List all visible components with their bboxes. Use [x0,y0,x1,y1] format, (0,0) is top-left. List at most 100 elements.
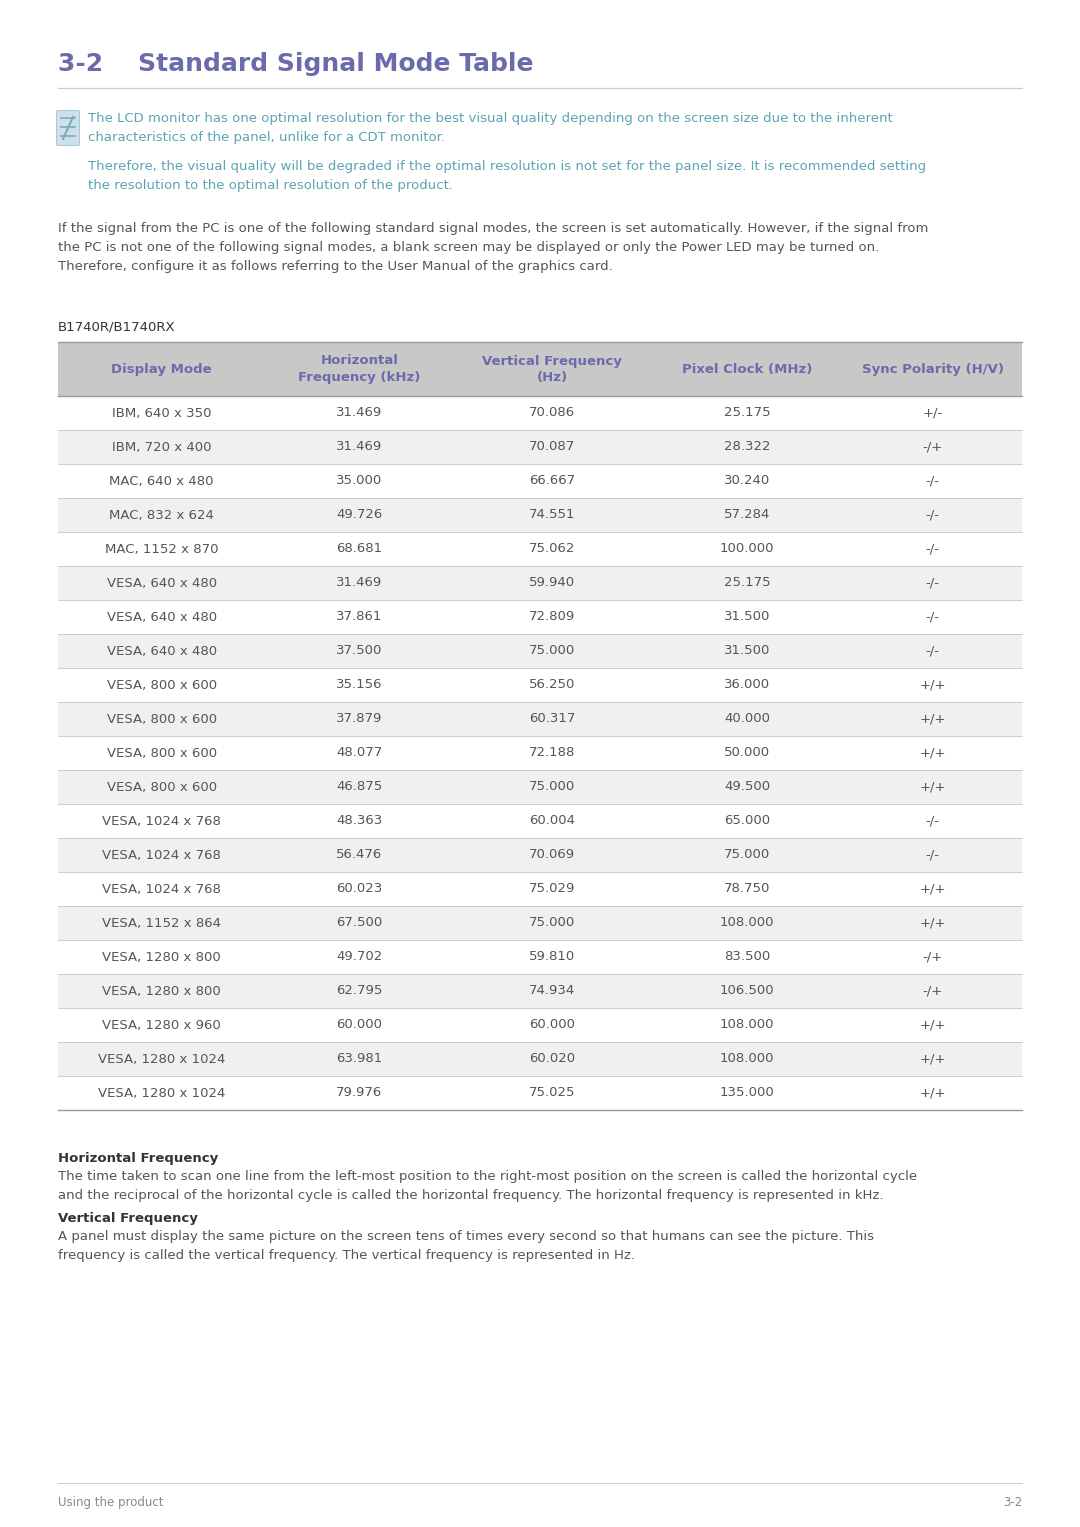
Text: 78.750: 78.750 [724,883,770,895]
Text: 83.500: 83.500 [724,950,770,964]
Text: 63.981: 63.981 [336,1052,382,1066]
Text: 74.551: 74.551 [529,508,576,522]
Text: +/+: +/+ [919,780,946,794]
Bar [58,1041,1022,1077]
Text: 75.062: 75.062 [529,542,576,556]
Text: 31.469: 31.469 [336,577,382,589]
Text: -/-: -/- [926,849,940,861]
Text: 31.500: 31.500 [724,644,770,658]
Bar [58,667,1022,702]
Text: The time taken to scan one line from the left-most position to the right-most po: The time taken to scan one line from the… [58,1170,917,1202]
Text: -/+: -/+ [922,440,943,454]
Text: 70.087: 70.087 [529,440,576,454]
Text: 3-2    Standard Signal Mode Table: 3-2 Standard Signal Mode Table [58,52,534,76]
Text: 36.000: 36.000 [725,678,770,692]
Text: 35.000: 35.000 [336,475,382,487]
Text: 31.469: 31.469 [336,406,382,420]
Text: +/+: +/+ [919,678,946,692]
Text: B1740R/B1740RX: B1740R/B1740RX [58,321,176,333]
Text: +/+: +/+ [919,747,946,759]
Bar [58,872,1022,906]
Bar [58,736,1022,770]
Text: +/+: +/+ [919,916,946,930]
Text: VESA, 1024 x 768: VESA, 1024 x 768 [103,883,221,895]
Text: 49.702: 49.702 [336,950,382,964]
Text: VESA, 640 x 480: VESA, 640 x 480 [107,644,217,658]
Text: VESA, 800 x 600: VESA, 800 x 600 [107,747,217,759]
Text: 72.188: 72.188 [529,747,576,759]
Text: -/-: -/- [926,577,940,589]
Text: VESA, 1280 x 1024: VESA, 1280 x 1024 [98,1052,226,1066]
Text: 70.069: 70.069 [529,849,576,861]
Text: VESA, 640 x 480: VESA, 640 x 480 [107,611,217,623]
Text: 35.156: 35.156 [336,678,382,692]
Text: -/-: -/- [926,542,940,556]
Bar [58,974,1022,1008]
Text: MAC, 832 x 624: MAC, 832 x 624 [109,508,214,522]
Text: Vertical Frequency: Vertical Frequency [58,1212,198,1225]
Text: 79.976: 79.976 [336,1087,382,1099]
Text: 30.240: 30.240 [724,475,770,487]
Text: 60.000: 60.000 [336,1019,382,1032]
Text: 75.000: 75.000 [724,849,770,861]
Text: 57.284: 57.284 [724,508,770,522]
Text: 74.934: 74.934 [529,985,576,997]
Text: 56.476: 56.476 [336,849,382,861]
Text: +/+: +/+ [919,883,946,895]
Bar [58,770,1022,805]
Text: 31.469: 31.469 [336,440,382,454]
Text: 37.500: 37.500 [336,644,382,658]
Text: 100.000: 100.000 [720,542,774,556]
Text: Sync Polarity (H/V): Sync Polarity (H/V) [862,362,1003,376]
Text: VESA, 1280 x 800: VESA, 1280 x 800 [103,985,221,997]
Bar [58,702,1022,736]
Text: 75.025: 75.025 [529,1087,576,1099]
Bar [58,498,1022,531]
Text: 37.879: 37.879 [336,713,382,725]
Text: VESA, 640 x 480: VESA, 640 x 480 [107,577,217,589]
Text: 60.020: 60.020 [529,1052,576,1066]
Text: 49.500: 49.500 [725,780,770,794]
Text: 108.000: 108.000 [720,1019,774,1032]
Text: If the signal from the PC is one of the following standard signal modes, the scr: If the signal from the PC is one of the … [58,221,929,273]
Text: Horizontal
Frequency (kHz): Horizontal Frequency (kHz) [298,354,420,383]
Text: +/+: +/+ [919,1087,946,1099]
Text: 31.500: 31.500 [724,611,770,623]
Bar [58,634,1022,667]
Text: 72.809: 72.809 [529,611,576,623]
Bar [58,941,1022,974]
Text: +/+: +/+ [919,1052,946,1066]
Text: 28.322: 28.322 [724,440,770,454]
Text: -/-: -/- [926,644,940,658]
Text: -/-: -/- [926,814,940,828]
Text: 68.681: 68.681 [336,542,382,556]
Text: 40.000: 40.000 [725,713,770,725]
Text: +/-: +/- [922,406,943,420]
Text: VESA, 1024 x 768: VESA, 1024 x 768 [103,814,221,828]
Text: 70.086: 70.086 [529,406,576,420]
Text: 67.500: 67.500 [336,916,382,930]
Bar [58,906,1022,941]
Bar [58,431,1022,464]
Text: IBM, 720 x 400: IBM, 720 x 400 [112,440,212,454]
Text: +/+: +/+ [919,713,946,725]
Text: 60.004: 60.004 [529,814,575,828]
Bar [58,1008,1022,1041]
Text: MAC, 640 x 480: MAC, 640 x 480 [109,475,214,487]
Text: 75.000: 75.000 [529,644,576,658]
Text: 50.000: 50.000 [725,747,770,759]
Text: Horizontal Frequency: Horizontal Frequency [58,1151,218,1165]
Text: VESA, 1280 x 1024: VESA, 1280 x 1024 [98,1087,226,1099]
Bar [58,464,1022,498]
Text: 106.500: 106.500 [720,985,774,997]
Text: 3-2: 3-2 [1002,1496,1022,1509]
Text: -/-: -/- [926,611,940,623]
Text: 75.029: 75.029 [529,883,576,895]
Text: 48.363: 48.363 [336,814,382,828]
Text: 66.667: 66.667 [529,475,576,487]
Bar [58,1077,1022,1110]
Text: VESA, 800 x 600: VESA, 800 x 600 [107,780,217,794]
Text: VESA, 800 x 600: VESA, 800 x 600 [107,713,217,725]
Text: 59.940: 59.940 [529,577,576,589]
Text: -/-: -/- [926,475,940,487]
